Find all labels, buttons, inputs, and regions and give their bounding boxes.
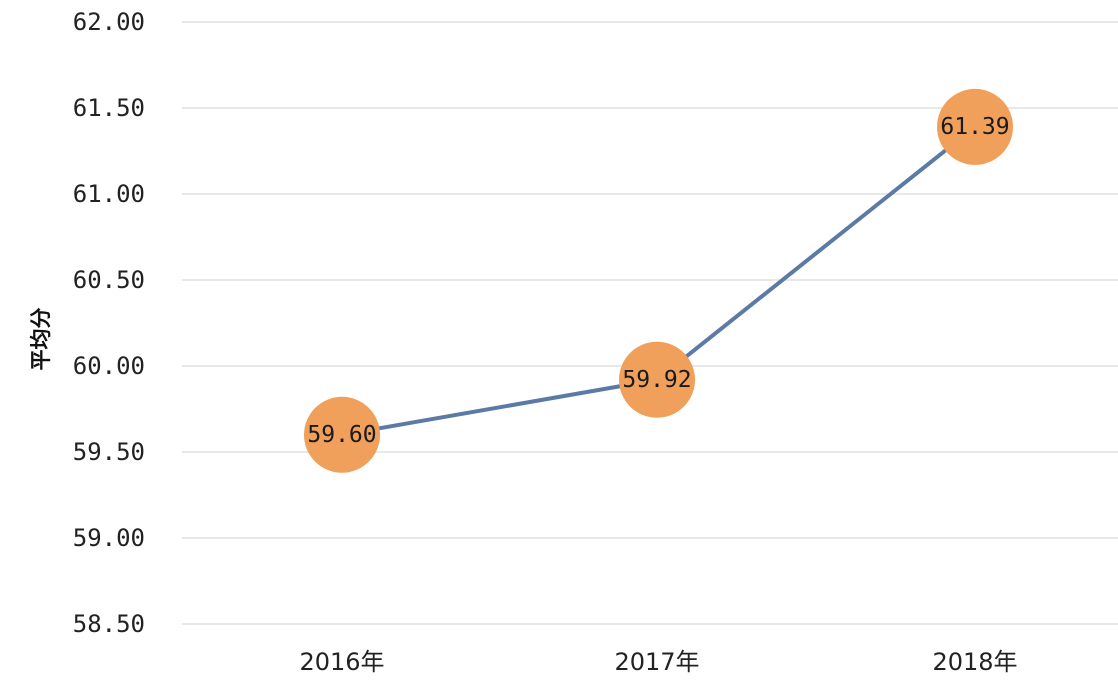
y-tick-label: 58.50 — [73, 610, 145, 638]
y-tick-label: 61.00 — [73, 180, 145, 208]
y-tick-label: 62.00 — [73, 8, 145, 36]
y-tick-label: 60.00 — [73, 352, 145, 380]
data-labels: 59.60 59.92 61.39 — [307, 114, 1009, 448]
x-tick-label: 2018年 — [932, 648, 1017, 676]
y-axis-ticks: 62.00 61.50 61.00 60.50 60.00 59.50 59.00 58.50 — [73, 8, 145, 638]
y-tick-label: 60.50 — [73, 266, 145, 294]
x-axis-ticks: 2016年 2017年 2018年 — [299, 648, 1017, 676]
data-point-marker — [304, 396, 380, 473]
x-tick-label: 2016年 — [299, 648, 384, 676]
data-point-marker — [619, 341, 695, 418]
y-tick-label: 59.50 — [73, 438, 145, 466]
data-markers — [304, 88, 1013, 473]
y-axis-title: 平均分 — [28, 308, 53, 371]
data-point-marker — [937, 88, 1013, 165]
data-label: 59.60 — [307, 422, 376, 448]
data-label: 59.92 — [622, 367, 691, 393]
data-label: 61.39 — [940, 114, 1009, 140]
y-tick-label: 61.50 — [73, 94, 145, 122]
x-tick-label: 2017年 — [614, 648, 699, 676]
y-tick-label: 59.00 — [73, 524, 145, 552]
